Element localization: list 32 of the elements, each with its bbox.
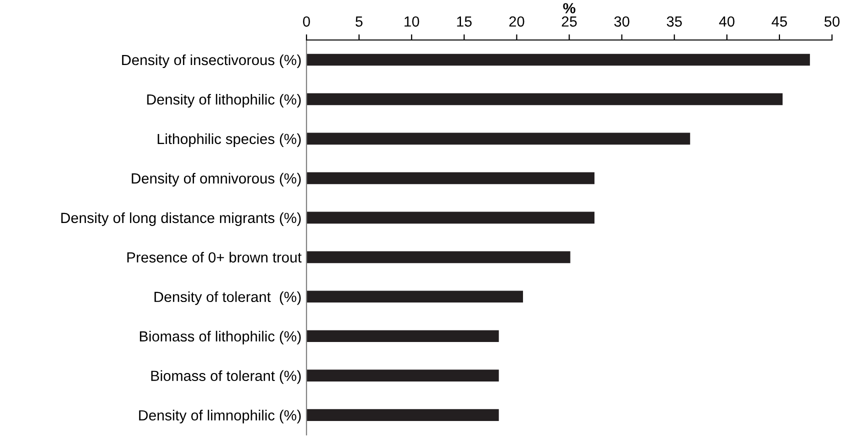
x-tick-label: 50 [824, 16, 840, 27]
y-tick-label: Biomass of tolerant (%) [151, 370, 301, 384]
x-tick-label: 0 [303, 16, 310, 27]
y-tick-label: Lithophilic species (%) [158, 133, 301, 148]
y-tick-label: Density of lithophilic (%) [147, 94, 301, 108]
bar [306, 212, 594, 224]
bar [306, 132, 690, 145]
x-tick-label: 25 [562, 16, 577, 27]
y-tick-label: Density of long distance migrants (%) [61, 212, 301, 226]
bar [306, 54, 810, 66]
x-tick-label: 35 [666, 16, 682, 27]
bar [306, 290, 524, 303]
x-tick-label: 5 [356, 16, 362, 27]
bar [306, 370, 499, 382]
bar [306, 409, 499, 421]
y-tick-label: Biomass of lithophilic (%) [140, 330, 301, 344]
x-tick-label: 15 [457, 16, 472, 27]
x-tick-label: 10 [404, 16, 420, 27]
y-tick-label: Density of tolerant (%) [154, 291, 301, 305]
bar [306, 93, 783, 106]
x-tick-label: 45 [772, 16, 787, 27]
x-tick-label: 20 [509, 16, 524, 27]
bar [306, 330, 499, 342]
y-tick-label: Density of limnophilic (%) [139, 410, 301, 424]
bar [306, 251, 570, 264]
bar [306, 172, 594, 184]
x-tick-label: 30 [614, 16, 630, 27]
y-tick-label: Density of insectivorous (%) [122, 54, 301, 68]
y-tick-label: Density of omnivorous (%) [132, 172, 301, 186]
y-tick-label: Presence of 0+ brown trout [127, 252, 302, 263]
x-tick-label: 40 [719, 16, 734, 27]
x-axis-title: % [563, 3, 576, 14]
